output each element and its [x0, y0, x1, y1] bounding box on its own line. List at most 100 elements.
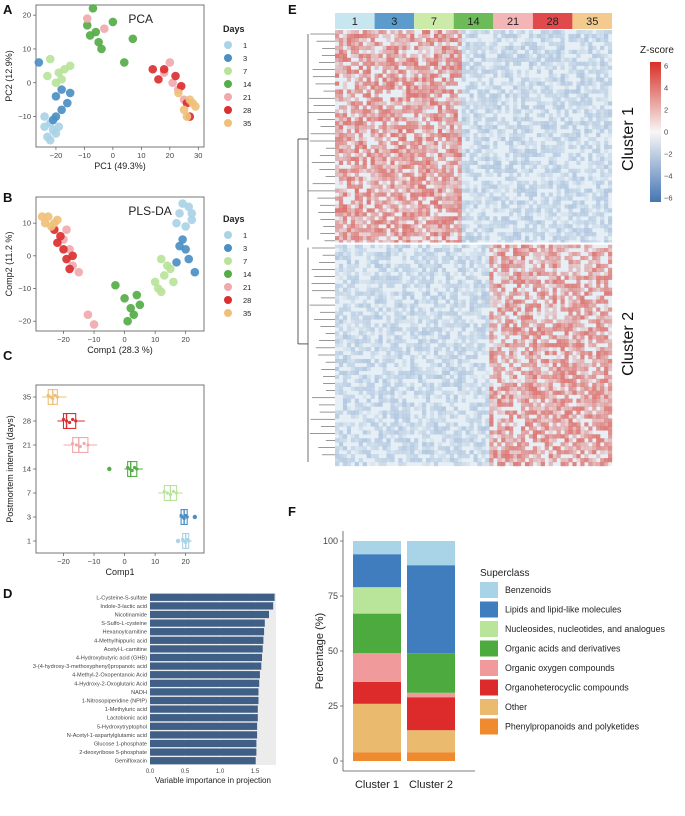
heatmap-cell	[584, 248, 589, 253]
heatmap-cell	[588, 101, 593, 106]
heatmap-cell	[520, 156, 526, 161]
heatmap-cell	[485, 168, 490, 173]
heatmap-cell	[485, 125, 490, 130]
heatmap-cell	[600, 311, 605, 316]
heatmap-cell	[394, 192, 399, 197]
heatmap-cell	[449, 196, 454, 201]
heatmap-cell	[489, 323, 494, 328]
heatmap-cell	[477, 93, 482, 98]
heatmap-cell	[548, 65, 553, 70]
point-day-14	[132, 290, 142, 300]
heatmap-cell	[390, 291, 395, 296]
heatmap-cell	[453, 121, 458, 126]
heatmap-cell	[588, 283, 593, 288]
heatmap-cell	[481, 244, 486, 249]
heatmap-cell	[564, 382, 569, 387]
heatmap-cell	[437, 33, 443, 39]
x-tick-label: −10	[78, 151, 91, 160]
heatmap-cell	[422, 299, 427, 304]
heatmap-cell	[406, 311, 411, 316]
heatmap-cell	[346, 232, 352, 237]
heatmap-cell	[338, 133, 344, 138]
heatmap-cell	[374, 402, 379, 407]
heatmap-cell	[378, 279, 383, 284]
heatmap-cell	[604, 307, 609, 312]
heatmap-cell	[520, 77, 526, 82]
heatmap-cell	[346, 156, 352, 161]
heatmap-cell	[548, 406, 553, 411]
heatmap-cell	[568, 216, 573, 221]
heatmap-cell	[418, 378, 423, 383]
heatmap-cell	[449, 382, 454, 387]
heatmap-cell	[485, 188, 490, 193]
heatmap-cell	[556, 140, 561, 146]
heatmap-cell	[552, 414, 557, 419]
heatmap-cell	[548, 283, 553, 288]
heatmap-cell	[576, 319, 581, 324]
heatmap-cell	[426, 351, 431, 356]
heatmap-cell	[604, 121, 609, 126]
heatmap-cell	[406, 216, 411, 221]
heatmap-cell	[536, 33, 541, 39]
heatmap-cell	[406, 105, 411, 110]
heatmap-cell	[497, 133, 502, 138]
heatmap-cell	[342, 307, 348, 312]
heatmap-cell	[588, 390, 593, 395]
heatmap-cell	[528, 370, 534, 376]
heatmap-cell	[509, 410, 514, 415]
heatmap-cell	[433, 228, 439, 233]
heatmap-cell	[568, 410, 573, 415]
heatmap-cell	[354, 386, 359, 391]
heatmap-cell	[453, 160, 458, 165]
heatmap-cell	[445, 283, 450, 288]
heatmap-cell	[426, 248, 431, 253]
heatmap-cell	[604, 89, 609, 94]
heatmap-cell	[390, 105, 395, 110]
heatmap-cell	[560, 37, 565, 43]
heatmap-cell	[485, 323, 490, 328]
heatmap-cell	[449, 366, 454, 372]
heatmap-cell	[572, 303, 577, 308]
heatmap-cell	[374, 224, 379, 229]
heatmap-cell	[398, 394, 403, 399]
heatmap-cell	[489, 105, 494, 110]
heatmap-cell	[517, 331, 522, 336]
heatmap-cell	[584, 85, 589, 90]
heatmap-cell	[532, 89, 538, 94]
heatmap-cell	[398, 402, 403, 407]
heatmap-cell	[362, 93, 367, 98]
heatmap-cell	[394, 45, 399, 51]
heatmap-cell	[556, 137, 561, 142]
heatmap-cell	[497, 172, 502, 177]
heatmap-cell	[414, 121, 419, 126]
heatmap-cell	[568, 378, 573, 383]
heatmap-cell	[335, 208, 340, 213]
heatmap-cell	[552, 374, 557, 379]
heatmap-cell	[540, 101, 545, 106]
heatmap-cell	[358, 224, 363, 229]
heatmap-cell	[358, 184, 363, 189]
heatmap-cell	[517, 200, 522, 205]
heatmap-cell	[608, 49, 613, 54]
heatmap-cell	[390, 212, 395, 217]
heatmap-cell	[422, 196, 427, 201]
heatmap-cell	[414, 77, 419, 82]
heatmap-cell	[505, 355, 510, 360]
heatmap-cell	[414, 366, 419, 372]
heatmap-cell	[426, 89, 431, 94]
heatmap-cell	[584, 374, 589, 379]
point-day-1	[45, 135, 55, 145]
bar-category-label: 4-Hydroxy-2-Oxoglutaric Acid	[74, 681, 147, 687]
heatmap-cell	[481, 402, 486, 407]
heatmap-cell	[596, 386, 601, 391]
heatmap-cell	[524, 156, 530, 161]
heatmap-cell	[564, 394, 569, 399]
heatmap-cell	[481, 156, 486, 161]
heatmap-cell	[441, 224, 446, 229]
heatmap-cell	[445, 248, 450, 253]
heatmap-cell	[358, 327, 363, 332]
heatmap-cell	[346, 331, 352, 336]
heatmap-cell	[556, 343, 561, 348]
heatmap-cell	[418, 283, 423, 288]
heatmap-cell	[532, 283, 538, 288]
